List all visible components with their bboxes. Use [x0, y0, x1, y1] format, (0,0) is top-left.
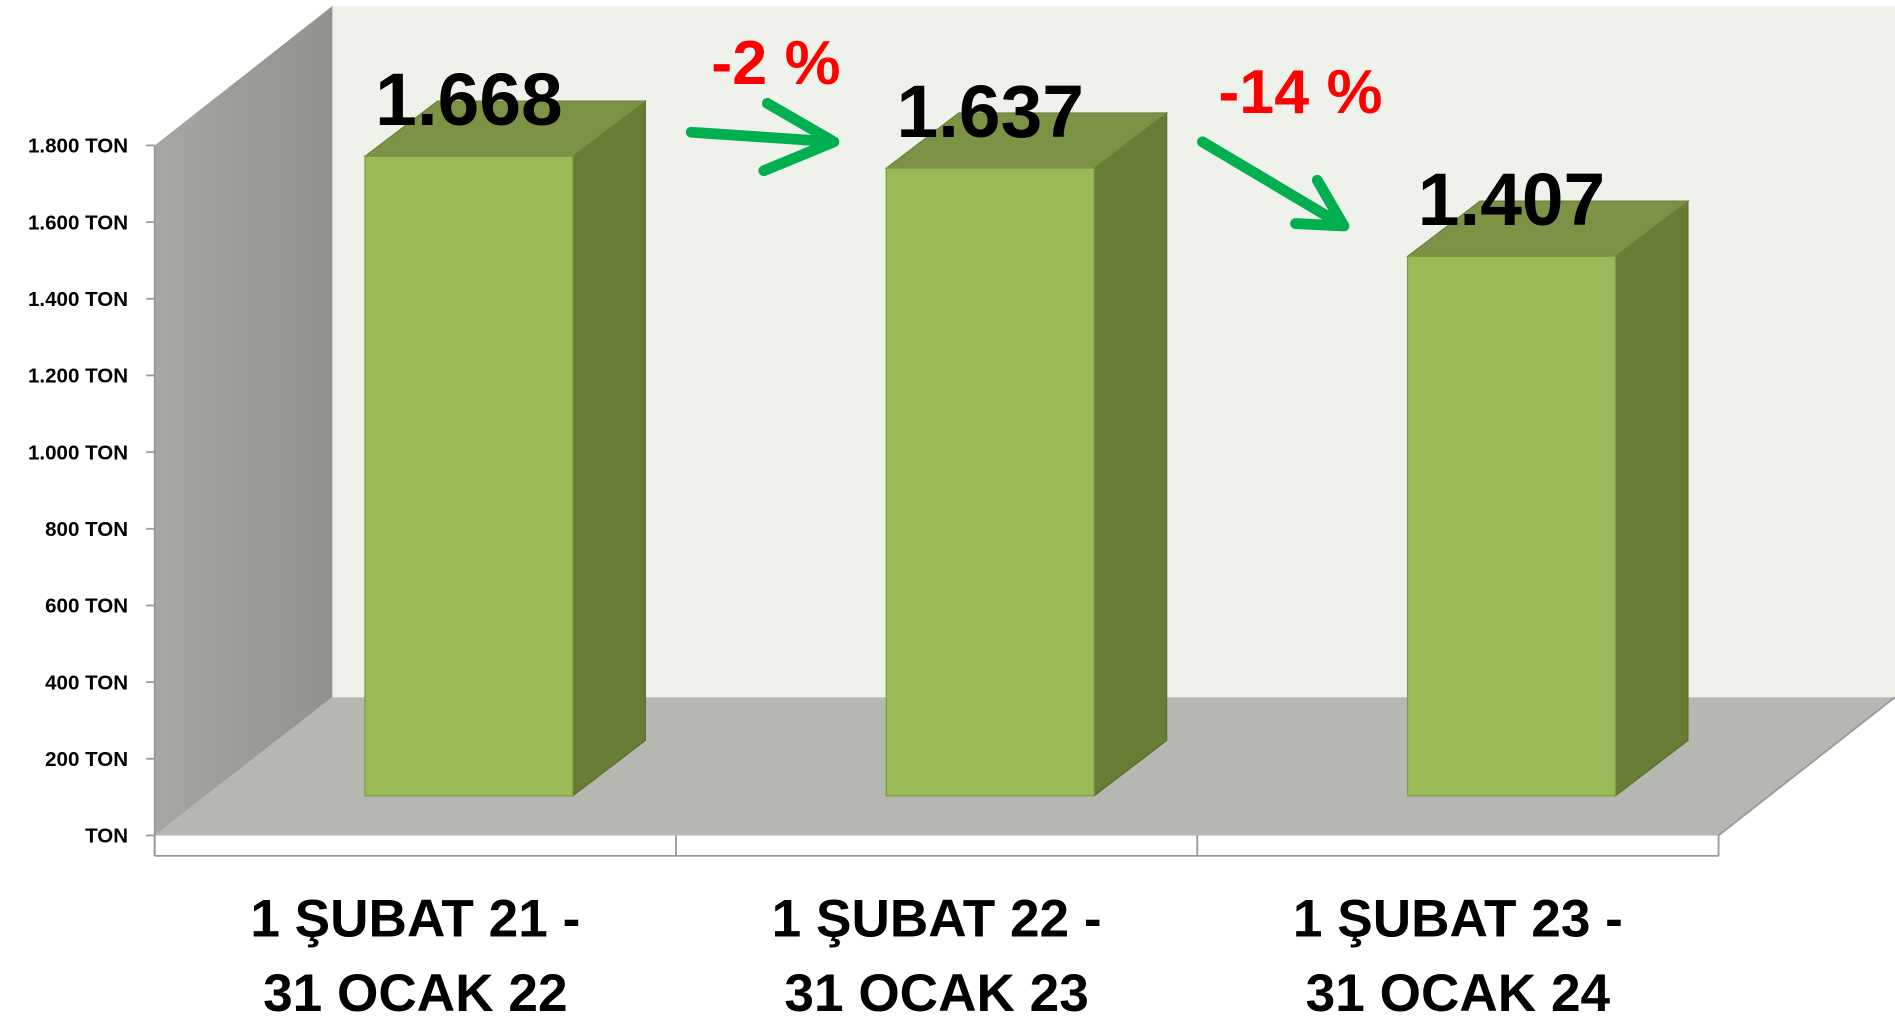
y-tick-label: 800 TON	[45, 518, 128, 541]
y-tick-label: 1.600 TON	[28, 211, 128, 234]
value-label: 1.668	[375, 57, 562, 141]
x-tick-label: 1 ŞUBAT 21 - 31 OCAK 22	[250, 889, 581, 1023]
y-tick-label: 1.400 TON	[28, 288, 128, 311]
x-tick-label-box: 1 ŞUBAT 21 - 31 OCAK 22	[250, 889, 581, 1023]
bar	[884, 111, 1169, 798]
annotation: -2 %	[711, 28, 840, 98]
y-tick-label: 1.200 TON	[28, 365, 128, 388]
arrows	[685, 97, 1350, 232]
x-tick-label: 1 ŞUBAT 22 - 31 OCAK 23	[771, 889, 1102, 1023]
value-label: 1.637	[896, 69, 1083, 153]
y-tick-label: 600 TON	[45, 595, 128, 618]
bar-front	[1406, 255, 1617, 797]
bar	[1405, 199, 1690, 798]
bar-side	[1614, 199, 1689, 798]
y-tick-label: 200 TON	[45, 748, 128, 771]
bar-front	[364, 155, 574, 797]
bar-side	[572, 99, 646, 798]
x-tick-label-box: 1 ŞUBAT 23 - 31 OCAK 24	[1292, 889, 1623, 1023]
bar	[363, 99, 648, 798]
y-tick-label: 1.000 TON	[28, 441, 128, 464]
y-tick-label: 1.800 TON	[28, 135, 128, 158]
y-tick-label: 400 TON	[45, 671, 128, 694]
y-tick-label: TON	[85, 825, 128, 848]
arrow	[1197, 136, 1350, 232]
bar-front	[885, 167, 1095, 797]
x-tick-label-box: 1 ŞUBAT 22 - 31 OCAK 23	[771, 889, 1102, 1023]
annotation: -14 %	[1218, 57, 1382, 127]
arrow	[685, 97, 840, 177]
x-tick-label: 1 ŞUBAT 23 - 31 OCAK 24	[1292, 889, 1623, 1023]
side-wall	[154, 6, 333, 836]
bar-side	[1093, 111, 1168, 798]
value-label: 1.407	[1418, 157, 1605, 241]
floor-edge	[1717, 696, 1895, 837]
